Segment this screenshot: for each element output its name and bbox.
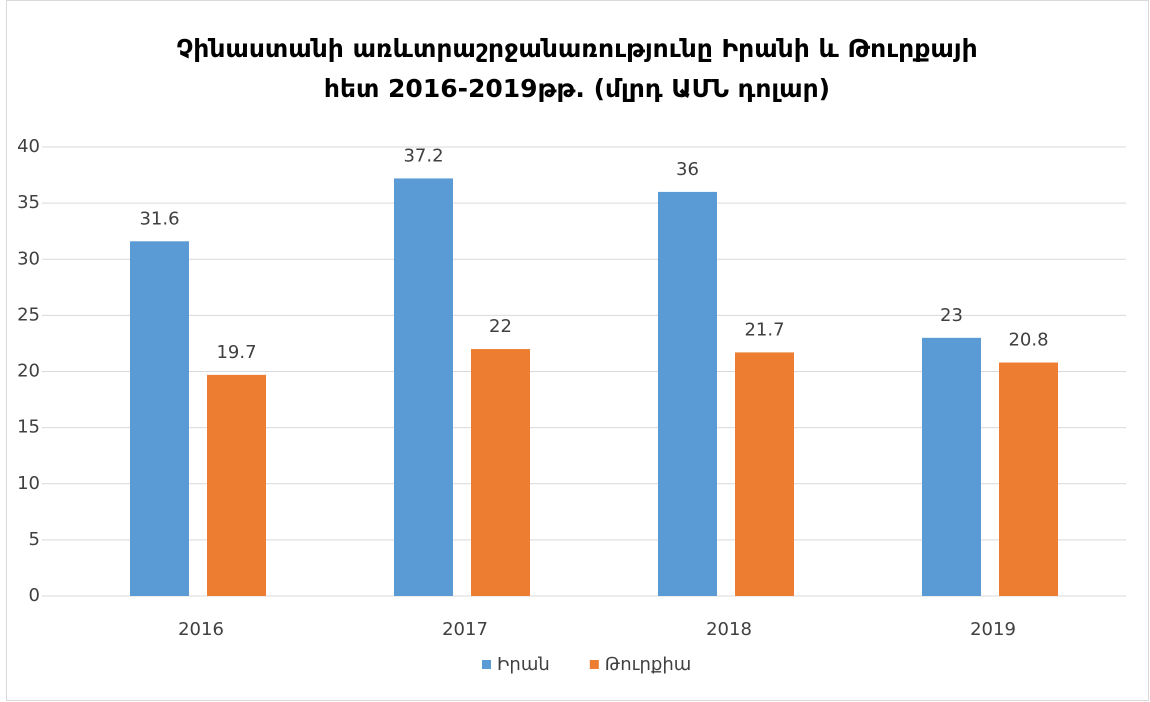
chart-title: Չինաստանի առևտրաշրջանառությունը Իրանի և … [176, 34, 977, 63]
bar [735, 352, 794, 596]
bar [999, 362, 1058, 596]
data-label: 20.8 [1008, 330, 1048, 351]
y-tick-label: 0 [29, 585, 40, 606]
chart-title: հետ 2016-2019թթ. (մլրդ ԱՄՆ դոլար) [324, 74, 830, 103]
x-tick-label: 2018 [706, 619, 752, 640]
data-label: 23 [940, 305, 963, 326]
bar [471, 349, 530, 596]
y-tick-label: 15 [17, 417, 40, 438]
bar [130, 241, 189, 597]
y-tick-label: 30 [17, 248, 40, 269]
data-label: 36 [676, 159, 699, 180]
y-tick-label: 25 [17, 304, 40, 325]
y-tick-label: 5 [29, 529, 40, 550]
y-tick-label: 10 [17, 473, 40, 494]
data-label: 21.7 [744, 319, 784, 340]
y-tick-label: 40 [17, 136, 40, 157]
y-tick-label: 35 [17, 192, 40, 213]
x-tick-label: 2019 [970, 619, 1016, 640]
bar [658, 191, 717, 596]
bar [922, 337, 981, 596]
legend-swatch [482, 660, 491, 669]
legend-swatch [589, 660, 599, 669]
x-tick-label: 2016 [178, 619, 224, 640]
legend-label: Իրան [497, 654, 550, 675]
bar [394, 178, 453, 596]
bar [207, 374, 266, 596]
data-label: 37.2 [403, 145, 443, 166]
data-label: 22 [489, 316, 512, 337]
y-tick-label: 20 [17, 361, 40, 382]
legend-label: Թուրքիա [605, 654, 692, 675]
x-tick-label: 2017 [442, 619, 488, 640]
data-label: 31.6 [139, 208, 179, 229]
data-label: 19.7 [216, 342, 256, 363]
